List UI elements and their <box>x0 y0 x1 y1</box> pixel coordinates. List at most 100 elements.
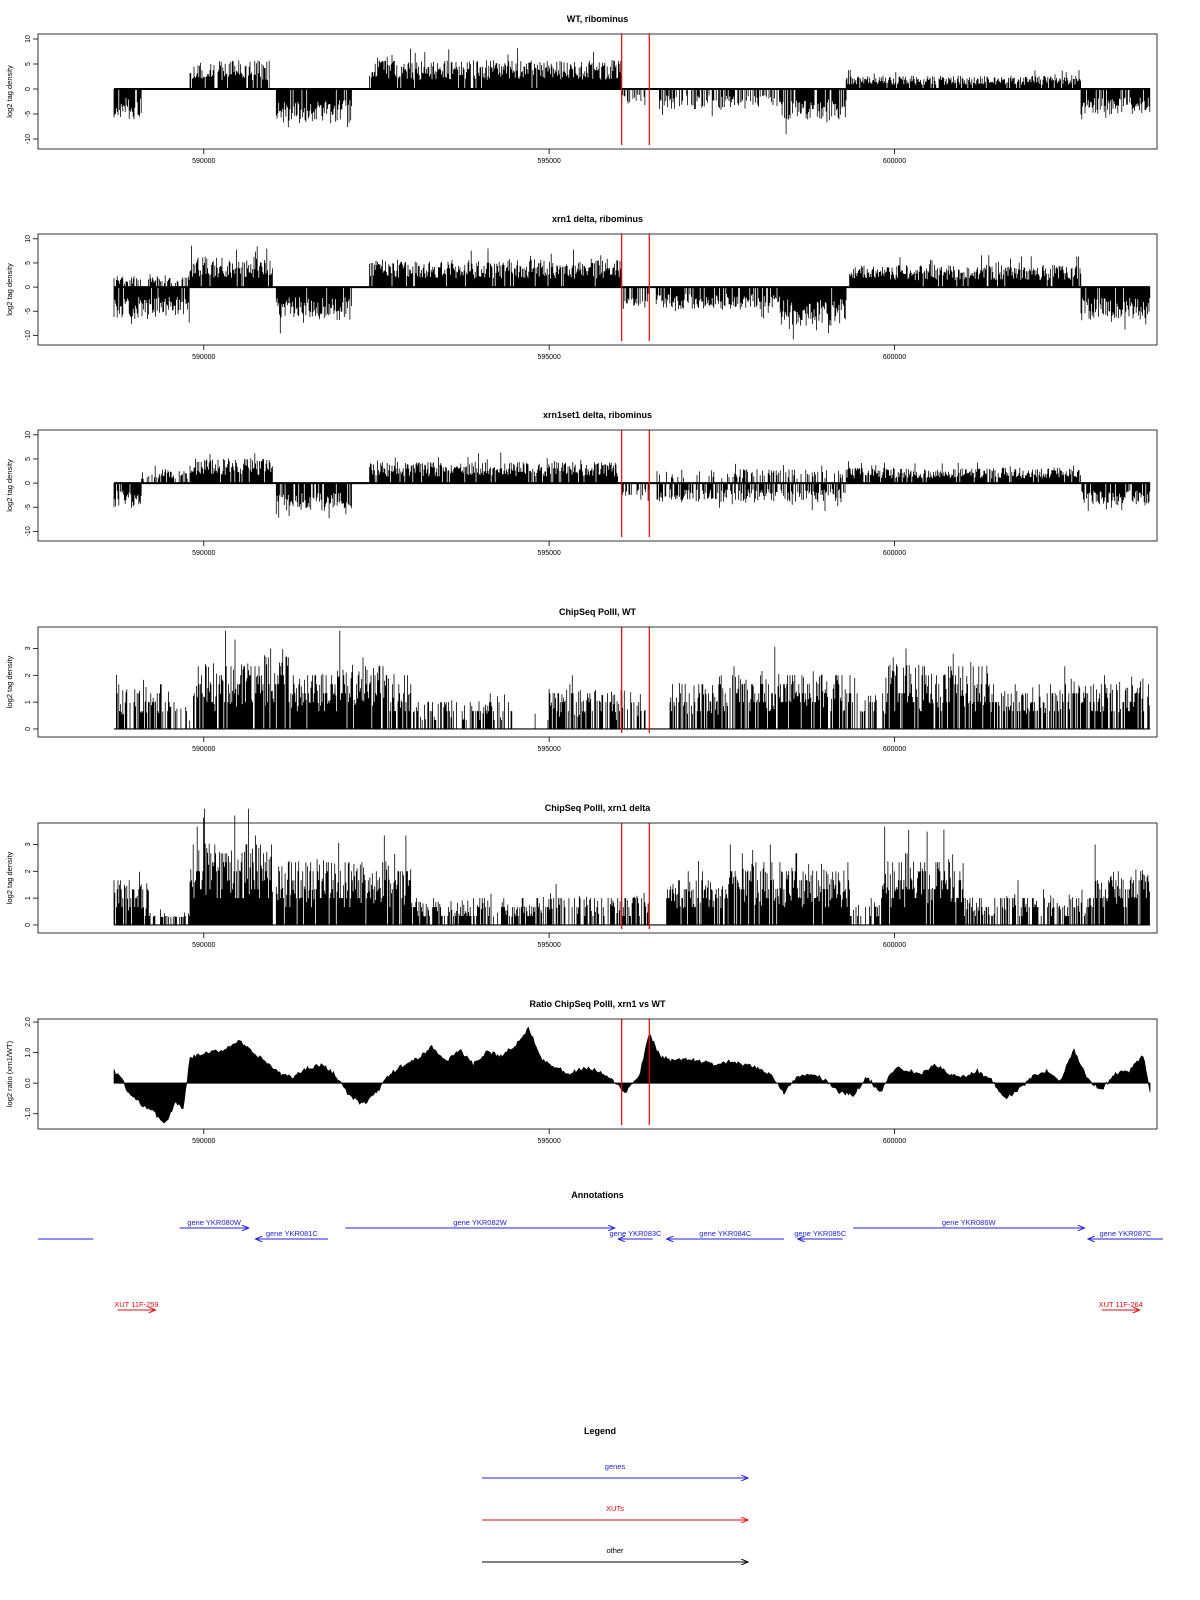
x-tick-label: 595000 <box>537 942 560 949</box>
feature-label: gene YKR085C <box>794 1229 847 1238</box>
y-tick-label: 2 <box>25 869 32 873</box>
panel-5: ChipSeq PolII, xrn1 delta 590000 595000 600… <box>5 803 1158 949</box>
gene-feature: gene YKR086W <box>853 1218 1084 1228</box>
signal-bars <box>669 666 735 729</box>
x-tick-label: 600000 <box>883 942 906 949</box>
signal-bars <box>116 674 176 729</box>
y-axis-label: log2 tag density <box>5 459 14 512</box>
gene-feature: gene YKR087C <box>1088 1229 1163 1239</box>
signal-bars <box>113 871 149 925</box>
y-tick-label: 1 <box>25 896 32 900</box>
legend-item-xuts: XUTs <box>482 1504 748 1520</box>
signal-bars <box>413 693 513 729</box>
feature-label: XUT 11F-259 <box>114 1300 158 1309</box>
panel-title: Ratio ChipSeq PolII, xrn1 vs WT <box>529 999 666 1009</box>
signal-bars <box>113 287 190 324</box>
legend-label: genes <box>605 1462 626 1471</box>
y-tick-label: 5 <box>25 261 32 265</box>
signal-bars <box>189 245 273 288</box>
xut-feature: XUT 11F-259 <box>114 1300 159 1310</box>
legend-label: XUTs <box>606 1504 624 1513</box>
y-axis-label: log2 tag density <box>5 851 14 904</box>
y-tick-label: -10 <box>25 134 32 144</box>
signal-bars <box>621 89 646 106</box>
signal-bars <box>655 287 781 319</box>
gene-feature: gene YKR084C <box>667 1229 784 1239</box>
plot-frame <box>37 1018 1158 1130</box>
y-tick-label: 0 <box>25 87 32 91</box>
legend-item-genes: genes <box>482 1462 748 1478</box>
panel-4: ChipSeq PolII, WT 590000 595000 600000 0 1 2 3 l… <box>5 607 1158 753</box>
signal-bars <box>275 842 343 925</box>
signal-bars <box>780 287 847 340</box>
panel-title: ChipSeq PolII, WT <box>559 607 636 617</box>
signal-bars <box>666 861 728 925</box>
signal-bars <box>334 630 387 729</box>
signal-bars <box>410 893 536 925</box>
signal-bars <box>780 89 847 135</box>
signal-bars <box>193 630 266 729</box>
signal-bars <box>963 880 1088 925</box>
annotations-title: Annotations <box>571 1190 624 1200</box>
signal-bars <box>275 287 352 334</box>
signal-bars <box>290 673 336 729</box>
panel-2: xrn1 delta, ribominus 590000 595000 600000 1… <box>5 214 1158 361</box>
signal-bars <box>656 463 843 484</box>
signal-bars <box>113 274 190 288</box>
signal-bars <box>1081 483 1151 511</box>
x-tick-label: 595000 <box>537 354 560 361</box>
signal-bars <box>113 89 142 120</box>
signal-bars <box>845 69 1081 89</box>
y-tick-label: 0 <box>25 923 32 927</box>
gene-feature: gene YKR085C <box>794 1229 847 1239</box>
signal-bars <box>275 89 352 128</box>
legend-item-other: other <box>482 1546 748 1562</box>
signal-bars <box>887 648 991 729</box>
signal-bars <box>621 287 649 309</box>
y-tick-label: 2.0 <box>25 1017 32 1027</box>
signal-bars <box>548 675 646 729</box>
signal-bars <box>656 483 846 511</box>
panel-6: Ratio ChipSeq PolII, xrn1 vs WT 590000 595… <box>5 999 1158 1145</box>
x-tick-label: 595000 <box>537 158 560 165</box>
x-tick-label: 595000 <box>537 550 560 557</box>
signal-bars <box>369 48 622 89</box>
signal-bars <box>990 666 1074 729</box>
panel-title: WT, ribominus <box>567 14 629 24</box>
plot-frame <box>37 429 1158 542</box>
panel-title: ChipSeq PolII, xrn1 delta <box>545 803 652 813</box>
x-tick-label: 590000 <box>192 746 215 753</box>
signal-bars <box>189 60 270 89</box>
x-tick-label: 600000 <box>883 746 906 753</box>
panel-title: xrn1 delta, ribominus <box>552 214 643 224</box>
legend-title: Legend <box>584 1426 616 1436</box>
feature-label: XUT 11F-264 <box>1099 1300 1143 1309</box>
legend: Legend genes XUTs other <box>482 1426 748 1562</box>
xut-feature: XUT 11F-264 <box>1099 1300 1143 1310</box>
panel-1: WT, ribominus 590000 595000 600000 10 5 0 -5 -10… <box>5 14 1158 165</box>
y-tick-label: -5 <box>25 111 32 117</box>
feature-label: gene YKR081C <box>266 1229 319 1238</box>
x-tick-label: 600000 <box>883 550 906 557</box>
gene-feature: gene YKR082W <box>345 1218 614 1228</box>
signal-bars <box>341 835 412 925</box>
signal-bars <box>659 89 781 117</box>
signal-bars <box>113 483 142 508</box>
panel-3: xrn1set1 delta, ribominus 590000 595000 600… <box>5 410 1158 557</box>
x-tick-label: 590000 <box>192 1138 215 1145</box>
signal-bars <box>1073 675 1150 729</box>
y-tick-label: 0.0 <box>25 1078 32 1088</box>
y-tick-label: 0 <box>25 285 32 289</box>
x-tick-label: 590000 <box>192 354 215 361</box>
feature-label: gene YKR080W <box>187 1218 242 1227</box>
legend-label: other <box>606 1546 624 1555</box>
gene-feature: gene YKR083C <box>609 1229 662 1239</box>
plot-frame <box>37 822 1158 934</box>
y-axis-label: log2 tag density <box>5 65 14 118</box>
plot-frame <box>37 233 1158 346</box>
signal-bars <box>1080 89 1151 120</box>
plot-frame <box>37 626 1158 738</box>
y-axis-label: log2 ratio (xrn1/WT) <box>5 1040 14 1107</box>
